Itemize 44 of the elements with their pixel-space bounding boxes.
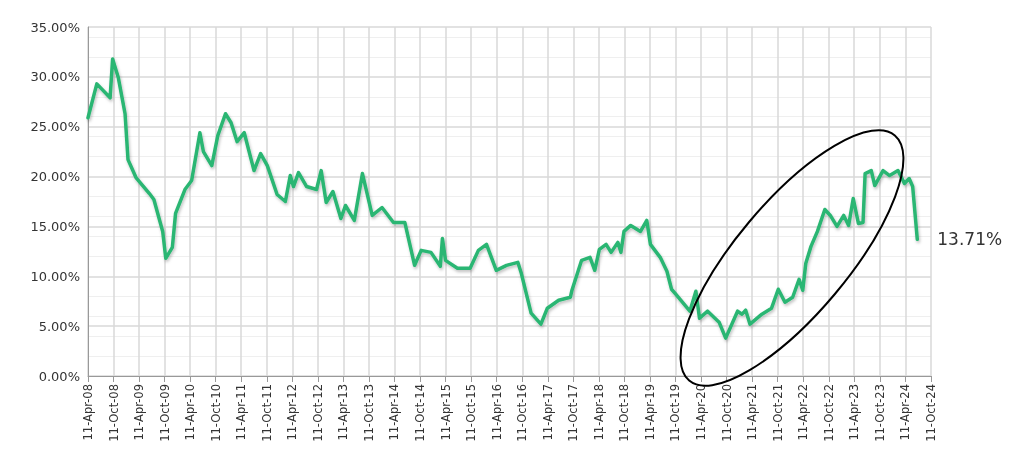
x-tick-label: 11-Oct-09 [157, 384, 172, 442]
x-tick-label: 11-Apr-21 [745, 384, 760, 441]
x-tick-label: 11-Apr-16 [489, 384, 504, 441]
x-tick-label: 11-Apr-20 [694, 384, 709, 441]
x-tick-label: 11-Oct-23 [872, 384, 887, 442]
x-tick-label: 11-Apr-13 [336, 384, 351, 441]
x-tick-label: 11-Apr-12 [285, 384, 300, 441]
annotation: 13.71% [937, 229, 1003, 250]
y-tick-label: 0.00% [38, 368, 80, 384]
x-tick-label: 11-Oct-15 [464, 384, 479, 442]
x-tick-label: 11-Oct-14 [413, 384, 428, 442]
x-tick-label: 11-Oct-12 [310, 384, 325, 442]
x-tick-label: 11-Apr-24 [898, 384, 913, 441]
x-tick-label: 11-Oct-24 [924, 384, 938, 442]
x-tick-label: 11-Apr-14 [387, 384, 402, 441]
y-tick-label: 20.00% [30, 169, 80, 185]
x-tick-label: 11-Oct-21 [770, 384, 785, 442]
x-tick-label: 11-Oct-17 [566, 384, 581, 442]
x-tick-label: 11-Apr-22 [796, 384, 811, 441]
x-tick-label: 11-Oct-22 [821, 384, 836, 442]
x-tick-label: 11-Oct-20 [719, 384, 734, 442]
x-tick-label: 11-Apr-08 [81, 384, 95, 441]
y-tick-label: 35.00% [30, 19, 80, 35]
x-tick-label: 11-Apr-11 [234, 384, 249, 441]
line-series [86, 57, 920, 340]
y-tick-label: 15.00% [30, 218, 80, 234]
y-tick-label: 25.00% [30, 119, 80, 135]
x-tick-label: 11-Oct-18 [617, 384, 632, 442]
x-tick-label: 11-Apr-19 [642, 384, 657, 441]
x-tick-label: 11-Oct-13 [362, 384, 376, 442]
x-tick-label: 11-Oct-19 [668, 384, 683, 442]
x-tick-label: 11-Oct-16 [515, 384, 530, 442]
x-tick-label: 11-Oct-11 [259, 384, 274, 442]
x-tick-label: 11-Apr-23 [847, 384, 862, 441]
x-tick-label: 11-Oct-10 [208, 384, 223, 442]
x-tick-label: 11-Apr-10 [183, 384, 198, 441]
x-tick-label: 11-Apr-15 [438, 384, 453, 441]
x-tick-label: 11-Apr-18 [591, 384, 606, 441]
x-tick-label: 11-Apr-09 [132, 384, 147, 441]
y-tick-label: 10.00% [30, 268, 80, 284]
x-tick-label: 11-Apr-17 [540, 384, 555, 441]
y-tick-label: 30.00% [30, 69, 80, 85]
x-tick-label: 11-Oct-08 [106, 384, 121, 442]
y-tick-label: 5.00% [38, 318, 80, 334]
